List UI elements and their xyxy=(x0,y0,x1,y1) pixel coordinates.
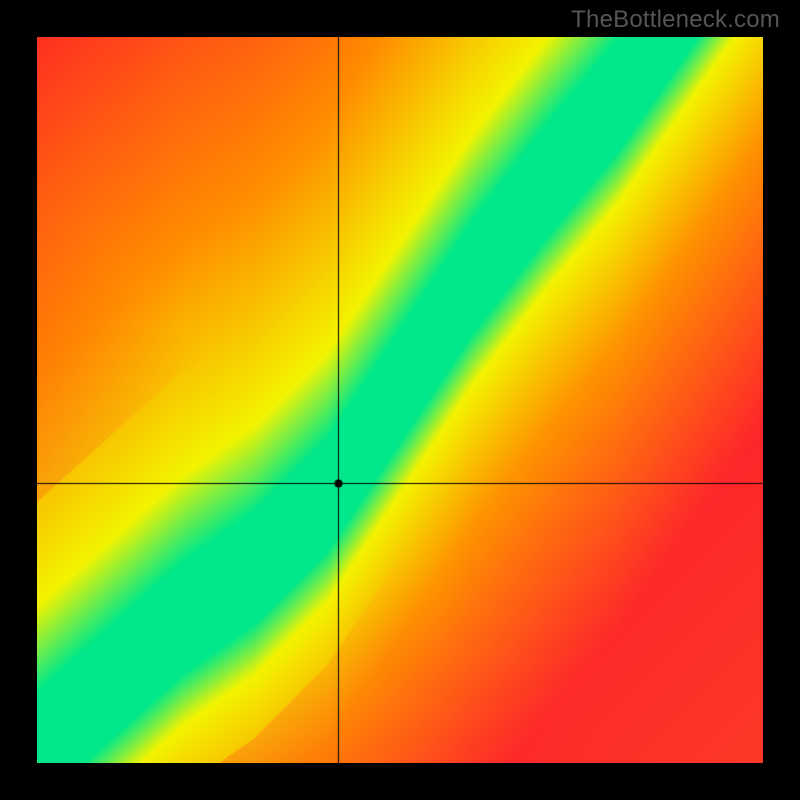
heatmap-canvas xyxy=(37,37,763,763)
watermark-text: TheBottleneck.com xyxy=(571,6,780,34)
chart-container: TheBottleneck.com xyxy=(0,0,800,800)
bottleneck-heatmap xyxy=(37,37,763,763)
